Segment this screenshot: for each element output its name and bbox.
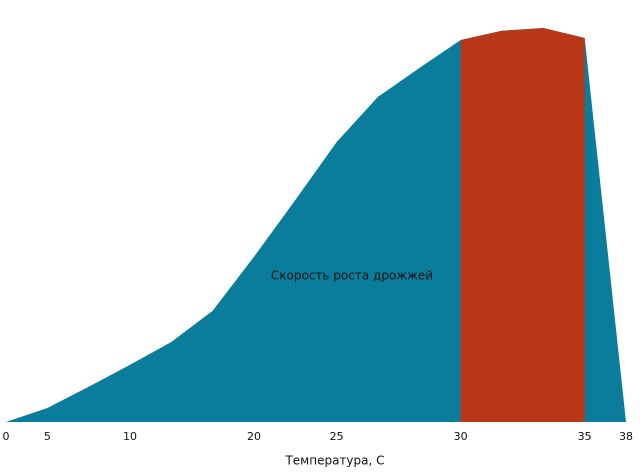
x-tick-label: 10 xyxy=(123,430,137,443)
highlight-area xyxy=(460,28,585,422)
series-label: Скорость роста дрожжей xyxy=(271,269,433,283)
x-tick-label: 20 xyxy=(247,430,261,443)
x-tick-label: 0 xyxy=(3,430,10,443)
x-tick-label: 38 xyxy=(619,430,633,443)
x-tick-label: 30 xyxy=(454,430,468,443)
x-tick-label: 5 xyxy=(44,430,51,443)
x-tick-label: 25 xyxy=(330,430,344,443)
x-tick-label: 35 xyxy=(578,430,592,443)
x-axis-label: Температура, С xyxy=(284,454,384,468)
